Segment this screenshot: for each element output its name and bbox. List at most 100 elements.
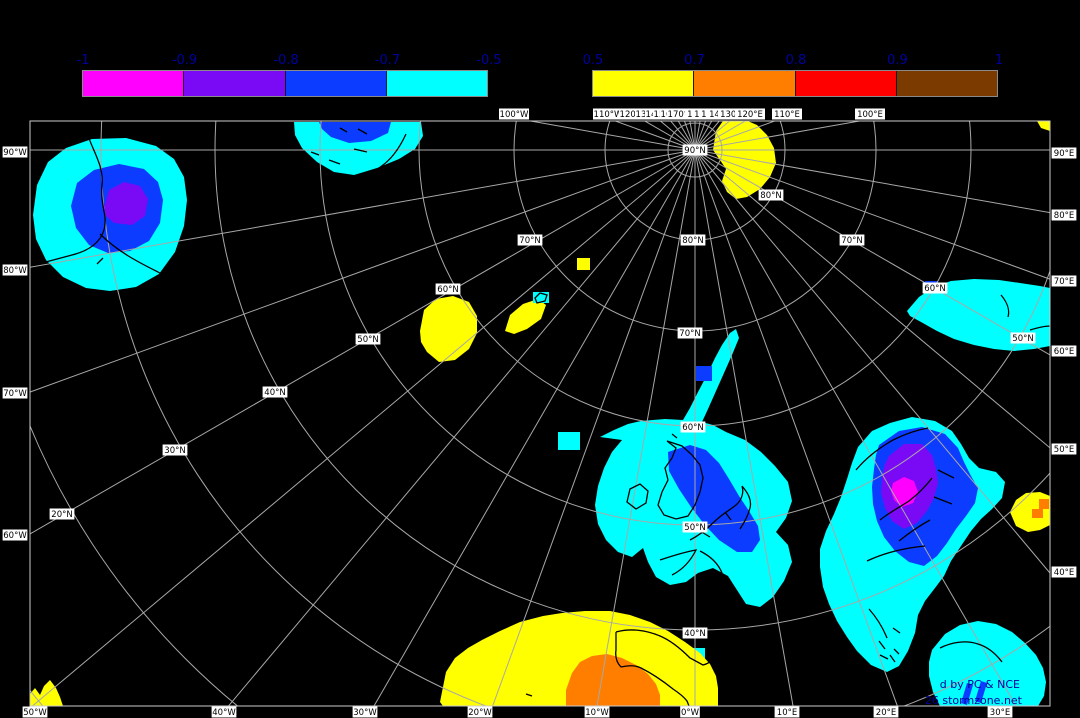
svg-text:90°W: 90°W <box>3 148 27 158</box>
grid-label: 20°N <box>49 508 75 520</box>
blob-arctic-canada-outer <box>294 122 423 175</box>
blob-greenland-core <box>104 182 148 225</box>
coastlines <box>41 127 1050 706</box>
svg-text:70°N: 70°N <box>841 236 862 246</box>
grid-label: 10°W <box>584 706 610 718</box>
svg-text:60°N: 60°N <box>437 285 458 295</box>
svg-text:100°E: 100°E <box>857 110 883 120</box>
grid-label: 40°N <box>682 627 708 639</box>
meridian-line <box>492 149 696 706</box>
colorbar-tick: -0.5 <box>476 53 502 68</box>
grid-label: 70°N <box>677 327 703 339</box>
graticule-labels: 90°N 80°N 70°N 60°N 50°N 40°N 80°N 70°N 60°N 50°N… <box>2 108 1077 718</box>
colorbar-segment <box>794 71 896 96</box>
colorbar-segment <box>183 71 285 96</box>
coastline-novaya-zemlya-coast <box>1000 294 1050 331</box>
grid-label: 110°E <box>772 108 802 120</box>
coastline-faroe-shetland <box>661 408 678 439</box>
svg-text:0°W: 0°W <box>681 708 700 718</box>
coastline-greenland-islets <box>55 257 108 296</box>
grid-label: 40°E <box>1051 566 1077 578</box>
meridian-line <box>694 149 1017 706</box>
meridian-line <box>694 149 1050 449</box>
svg-text:30°W: 30°W <box>353 708 377 718</box>
coastline-arctic-canada-coast <box>310 127 407 169</box>
grid-label: 60°E <box>1051 345 1077 357</box>
colorbar-positive: 0.5 0.7 0.8 0.9 1 <box>583 53 1003 97</box>
svg-text:80°E: 80°E <box>1054 211 1074 221</box>
coastline-balkans-greece-coast <box>868 608 901 663</box>
svg-text:40°W: 40°W <box>212 708 236 718</box>
attribution-line1: d by PC & NCE <box>940 678 1020 691</box>
grid-label: 130°E <box>718 108 748 120</box>
grid-label: 0°W <box>680 706 700 718</box>
svg-text:60°W: 60°W <box>3 531 27 541</box>
svg-text:40°E: 40°E <box>1054 568 1074 578</box>
svg-text:80°N: 80°N <box>682 236 703 246</box>
blob-cyan-dot-west <box>558 432 580 450</box>
grid-label: 50°N <box>682 521 708 533</box>
svg-text:100°W: 100°W <box>500 110 529 120</box>
colorbar-segment <box>83 71 184 96</box>
colorbar-segment <box>895 71 997 96</box>
grid-label: 60°N <box>435 283 461 295</box>
blob-uk-northsea-core <box>668 445 760 552</box>
svg-text:20°N: 20°N <box>51 510 72 520</box>
svg-text:10°E: 10°E <box>777 708 797 718</box>
grid-label: 80°N <box>758 189 784 201</box>
meridian-line <box>694 149 1050 280</box>
blob-yellow-dot <box>577 258 590 270</box>
blob-attrib-blue-2 <box>975 681 987 703</box>
grid-label: 70°N <box>839 234 865 246</box>
colorbar-segment <box>284 71 386 96</box>
grid-label: 60°W <box>2 529 28 541</box>
meridian-line <box>227 149 696 706</box>
blob-pole-yellow <box>713 121 776 199</box>
grid-label: 80°N <box>680 234 706 246</box>
blob-attrib-blue-1 <box>961 683 973 705</box>
svg-text:90°E: 90°E <box>1054 149 1074 159</box>
blob-ural-yellow <box>1010 492 1050 532</box>
blob-denmark-strait-yellow <box>420 296 477 362</box>
blob-norwegian-sea-blue-cell <box>696 366 712 381</box>
meridian-line <box>31 149 696 706</box>
grid-label: 100°E <box>855 108 885 120</box>
grid-label: 40°W <box>211 706 237 718</box>
svg-text:40°N: 40°N <box>264 388 285 398</box>
grid-label: 20°W <box>467 706 493 718</box>
meridian-line <box>694 149 898 706</box>
svg-text:50°N: 50°N <box>357 335 378 345</box>
attribution-line2: 26 stormzone.net <box>925 694 1023 707</box>
colorbar-negative: -1 -0.9 -0.8 -0.7 -0.5 <box>77 53 502 97</box>
svg-text:130°E: 130°E <box>720 110 746 120</box>
meridian-line <box>373 149 696 706</box>
grid-label: 80°W <box>2 264 28 276</box>
colorbar-tick: 0.9 <box>887 53 908 68</box>
meridian-line <box>30 149 696 393</box>
svg-text:50°N: 50°N <box>1012 334 1033 344</box>
grid-label: 70°W <box>2 387 28 399</box>
svg-text:10°W: 10°W <box>585 708 609 718</box>
svg-text:60°N: 60°N <box>682 423 703 433</box>
meridian-line <box>694 149 1050 356</box>
colorbar-tick: 1 <box>994 53 1004 68</box>
colorbar-tick: -0.8 <box>273 53 299 68</box>
coastline-ireland-coast <box>626 483 649 510</box>
svg-text:70°N: 70°N <box>679 329 700 339</box>
svg-text:70°W: 70°W <box>3 389 27 399</box>
svg-text:30°E: 30°E <box>990 708 1010 718</box>
grid-label: 10°E <box>774 706 800 718</box>
colorbar-tick: -0.7 <box>374 53 401 68</box>
svg-text:40°N: 40°N <box>684 629 705 639</box>
grid-label: 80°E <box>1051 209 1077 221</box>
colorbar-tick: 0.7 <box>684 53 705 68</box>
colorbar-tick: 0.8 <box>785 53 807 68</box>
svg-text:30°N: 30°N <box>164 446 185 456</box>
svg-text:110°E: 110°E <box>774 110 800 120</box>
colorbar-segment <box>385 71 487 96</box>
svg-text:20°E: 20°E <box>876 708 896 718</box>
grid-label: 120°W <box>619 108 649 120</box>
grid-label: 60°N <box>922 282 948 294</box>
